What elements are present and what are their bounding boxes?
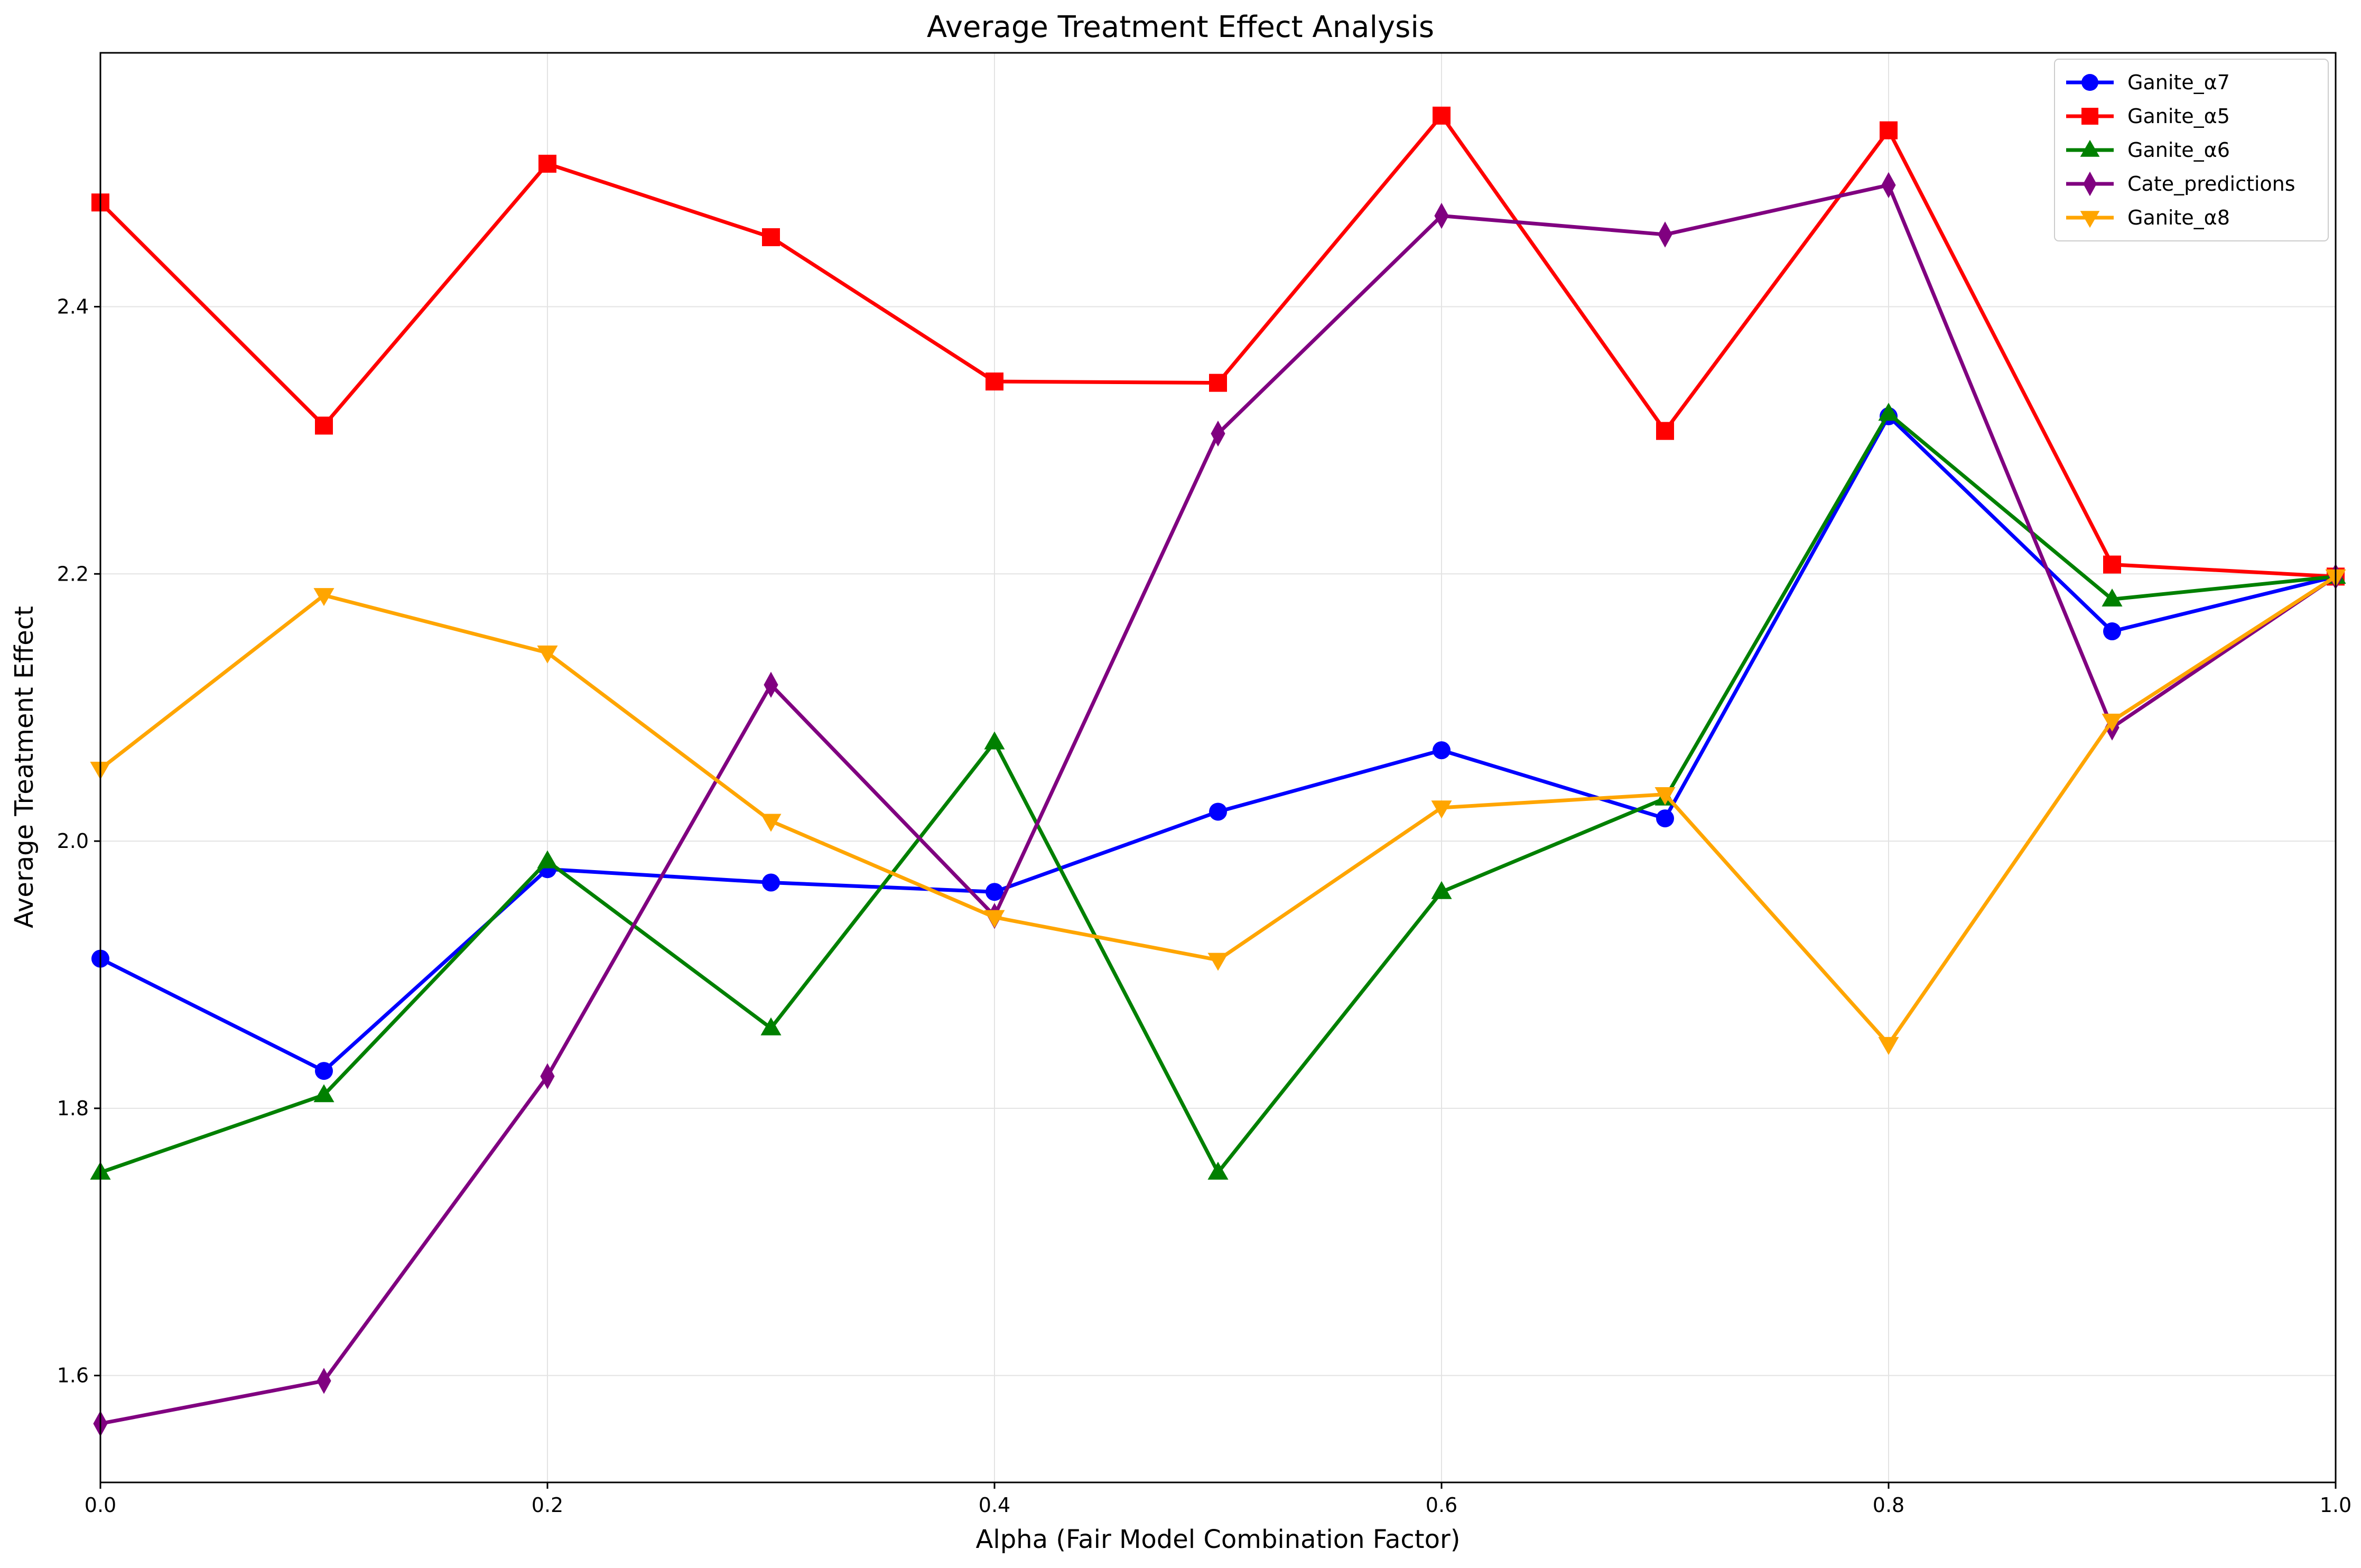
data-point: [1207, 1161, 1229, 1180]
data-point: [315, 1062, 333, 1080]
legend-marker: [2080, 211, 2100, 228]
x-axis-label: Alpha (Fair Model Combination Factor): [976, 1525, 1461, 1554]
data-point: [762, 228, 780, 246]
legend-marker: [2080, 139, 2100, 157]
data-point: [2103, 622, 2121, 641]
legend-label: Ganite_α6: [2127, 138, 2230, 162]
plot-frame: [99, 52, 2337, 1483]
data-point: [1880, 121, 1898, 139]
x-tick-label: 1.0: [2320, 1494, 2351, 1517]
data-point: [1434, 202, 1449, 229]
data-point: [538, 154, 556, 173]
data-point: [1881, 172, 1896, 199]
x-tick-label: 0.8: [1873, 1494, 1904, 1517]
data-point: [984, 910, 1005, 928]
y-tick-label: 1.6: [57, 1364, 89, 1387]
series-4: [90, 569, 2346, 1055]
data-point: [1207, 953, 1229, 971]
grid-lines: [100, 53, 2336, 1482]
data-point: [764, 671, 778, 698]
data-point: [760, 814, 782, 832]
series-0: [91, 407, 2345, 1080]
x-tick-label: 0.4: [979, 1494, 1010, 1517]
data-point: [1431, 881, 1452, 899]
data-point: [1431, 800, 1452, 819]
legend-box: [2054, 59, 2329, 241]
chart-title: Average Treatment Effect Analysis: [927, 10, 1434, 44]
data-point: [540, 1063, 555, 1089]
y-axis-label: Average Treatment Effect: [10, 606, 39, 928]
data-point: [984, 731, 1005, 750]
x-tick-label: 0.2: [532, 1494, 563, 1517]
legend-label: Ganite_α8: [2127, 206, 2230, 229]
y-tick-label: 2.4: [57, 295, 89, 319]
legend-marker: [2083, 171, 2097, 197]
legend-label: Ganite_α5: [2127, 105, 2230, 128]
data-point: [1656, 422, 1674, 440]
y-axis: 1.6 1.8 2.0 2.2 2.4: [57, 295, 100, 1387]
data-point: [1878, 403, 1899, 421]
data-point: [1211, 421, 1225, 447]
data-point: [1654, 787, 1676, 805]
series-line: [99, 414, 2336, 1073]
series-2: [90, 403, 2346, 1180]
x-tick-label: 0.6: [1426, 1494, 1457, 1517]
data-point: [1433, 741, 1451, 760]
y-tick-label: 2.0: [57, 829, 89, 853]
x-tick-label: 0.0: [85, 1494, 116, 1517]
legend-marker: [2081, 108, 2098, 125]
series-line: [99, 412, 2336, 1174]
data-point: [1656, 809, 1674, 828]
data-point: [2103, 555, 2121, 574]
legend-marker: [2081, 74, 2098, 91]
legend-label: Ganite_α7: [2127, 71, 2230, 94]
data-point: [2102, 713, 2123, 732]
data-point: [313, 588, 334, 606]
data-point: [986, 883, 1003, 901]
data-point: [1878, 1037, 1899, 1055]
data-point: [760, 1017, 782, 1035]
plot-series: [90, 106, 2346, 1437]
data-point: [1433, 106, 1451, 125]
data-point: [1209, 374, 1227, 392]
y-tick-label: 2.2: [57, 562, 89, 585]
data-point: [313, 1084, 334, 1103]
data-point: [762, 873, 780, 892]
data-point: [537, 645, 558, 664]
data-point: [1209, 802, 1227, 821]
legend-label: Cate_predictions: [2127, 172, 2295, 195]
y-tick-label: 1.8: [57, 1097, 89, 1120]
data-point: [317, 1368, 331, 1394]
legend: Ganite_α7 Ganite_α5 Ganite_α6 Cate_predicti…: [2054, 59, 2329, 241]
data-point: [537, 850, 558, 869]
data-point: [2102, 588, 2123, 606]
x-axis: 0.0 0.2 0.4 0.6 0.8 1.0: [85, 1482, 2351, 1517]
data-point: [986, 372, 1003, 391]
data-point: [315, 416, 333, 435]
data-point: [1658, 221, 1672, 248]
